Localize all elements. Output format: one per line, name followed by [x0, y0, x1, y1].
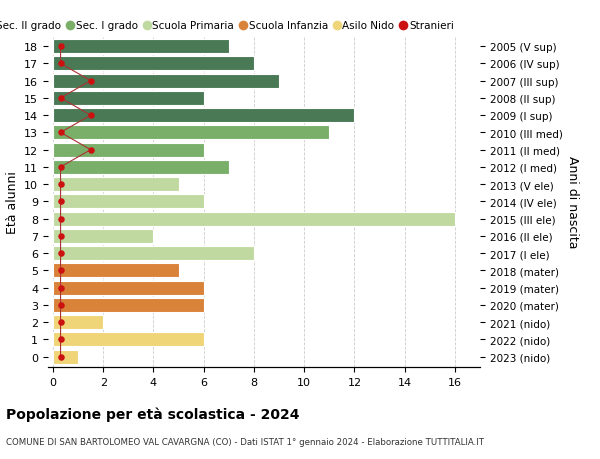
Text: Popolazione per età scolastica - 2024: Popolazione per età scolastica - 2024	[6, 406, 299, 421]
Bar	[53, 161, 229, 174]
Point	[86, 146, 95, 154]
Bar	[53, 212, 455, 226]
Bar	[53, 92, 204, 106]
Point	[56, 250, 65, 257]
Point	[86, 78, 95, 85]
Y-axis label: Età alunni: Età alunni	[5, 171, 19, 233]
Point	[56, 181, 65, 188]
Bar	[53, 178, 179, 192]
Point	[56, 319, 65, 326]
Bar	[53, 333, 204, 347]
Point	[86, 112, 95, 119]
Point	[56, 267, 65, 274]
Bar	[53, 350, 78, 364]
Text: COMUNE DI SAN BARTOLOMEO VAL CAVARGNA (CO) - Dati ISTAT 1° gennaio 2024 - Elabor: COMUNE DI SAN BARTOLOMEO VAL CAVARGNA (C…	[6, 437, 484, 446]
Point	[56, 302, 65, 309]
Bar	[53, 298, 204, 312]
Bar	[53, 40, 229, 54]
Point	[56, 164, 65, 171]
Y-axis label: Anni di nascita: Anni di nascita	[566, 156, 579, 248]
Bar	[53, 126, 329, 140]
Point	[56, 233, 65, 240]
Point	[56, 198, 65, 206]
Point	[56, 336, 65, 343]
Point	[56, 284, 65, 292]
Point	[56, 95, 65, 102]
Bar	[53, 281, 204, 295]
Point	[56, 43, 65, 50]
Point	[56, 61, 65, 68]
Bar	[53, 57, 254, 71]
Bar	[53, 246, 254, 261]
Bar	[53, 264, 179, 278]
Bar	[53, 109, 355, 123]
Bar	[53, 195, 204, 209]
Bar	[53, 74, 279, 89]
Bar	[53, 230, 154, 243]
Bar	[53, 315, 103, 330]
Point	[56, 215, 65, 223]
Point	[56, 353, 65, 361]
Legend: Sec. II grado, Sec. I grado, Scuola Primaria, Scuola Infanzia, Asilo Nido, Stran: Sec. II grado, Sec. I grado, Scuola Prim…	[0, 17, 458, 35]
Bar	[53, 143, 204, 157]
Point	[56, 129, 65, 137]
